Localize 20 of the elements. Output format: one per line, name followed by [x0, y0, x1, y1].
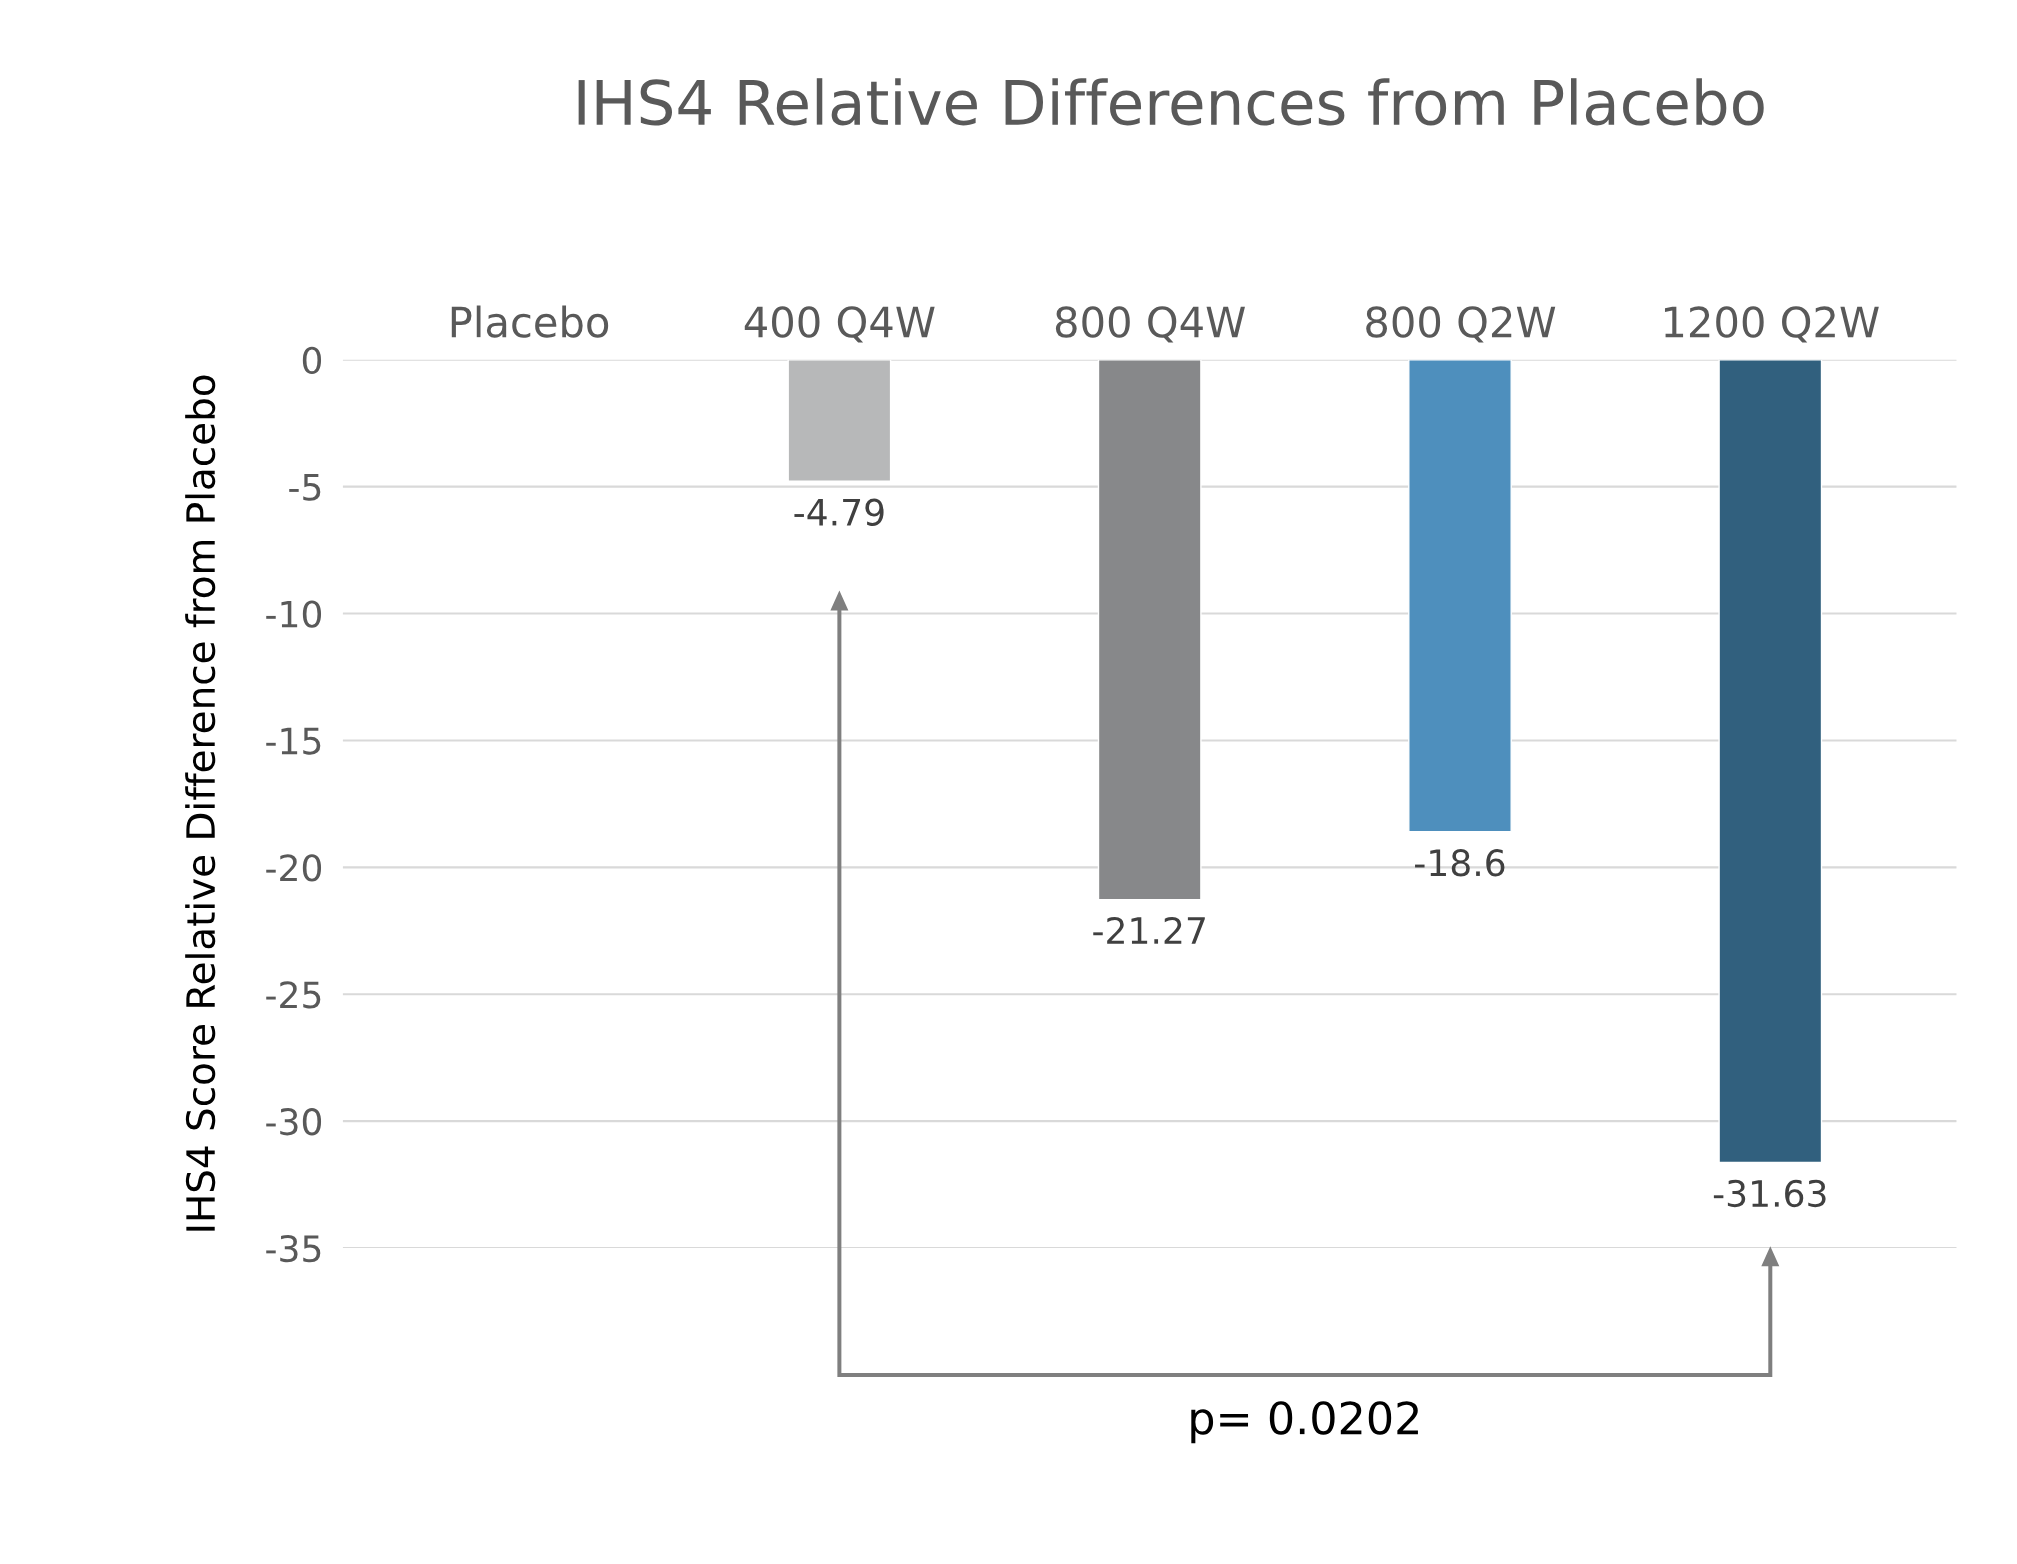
- y-tick-label: -20: [266, 854, 322, 882]
- y-tick-label: -25: [266, 981, 321, 1009]
- y-tick-label: -35: [266, 1234, 321, 1263]
- x-tick-label: 400 Q4W: [744, 306, 935, 343]
- data-label: -4.79: [794, 498, 884, 526]
- y-tick-label: 0: [302, 346, 322, 374]
- data-label: -21.27: [1093, 916, 1205, 944]
- y-tick-label: -15: [266, 727, 321, 755]
- y-axis-title: IHS4 Score Relative Difference from Placebo: [185, 375, 216, 1231]
- y-tick-label: -5: [289, 474, 321, 501]
- x-tick-label: Placebo: [451, 305, 609, 338]
- data-label: -31.63: [1713, 1179, 1826, 1208]
- y-tick-label: -30: [266, 1108, 322, 1136]
- x-tick-label: 800 Q4W: [1055, 306, 1245, 343]
- data-label: -18.6: [1415, 849, 1505, 877]
- text: p= 0.0202: [1191, 1401, 1418, 1444]
- x-tick-label: 1200 Q2W: [1664, 306, 1879, 343]
- x-tick-label: 800 Q2W: [1366, 306, 1556, 343]
- chart-title: IHS4 Relative Differences from Placebo: [578, 78, 1764, 126]
- y-tick-label: -10: [266, 600, 322, 628]
